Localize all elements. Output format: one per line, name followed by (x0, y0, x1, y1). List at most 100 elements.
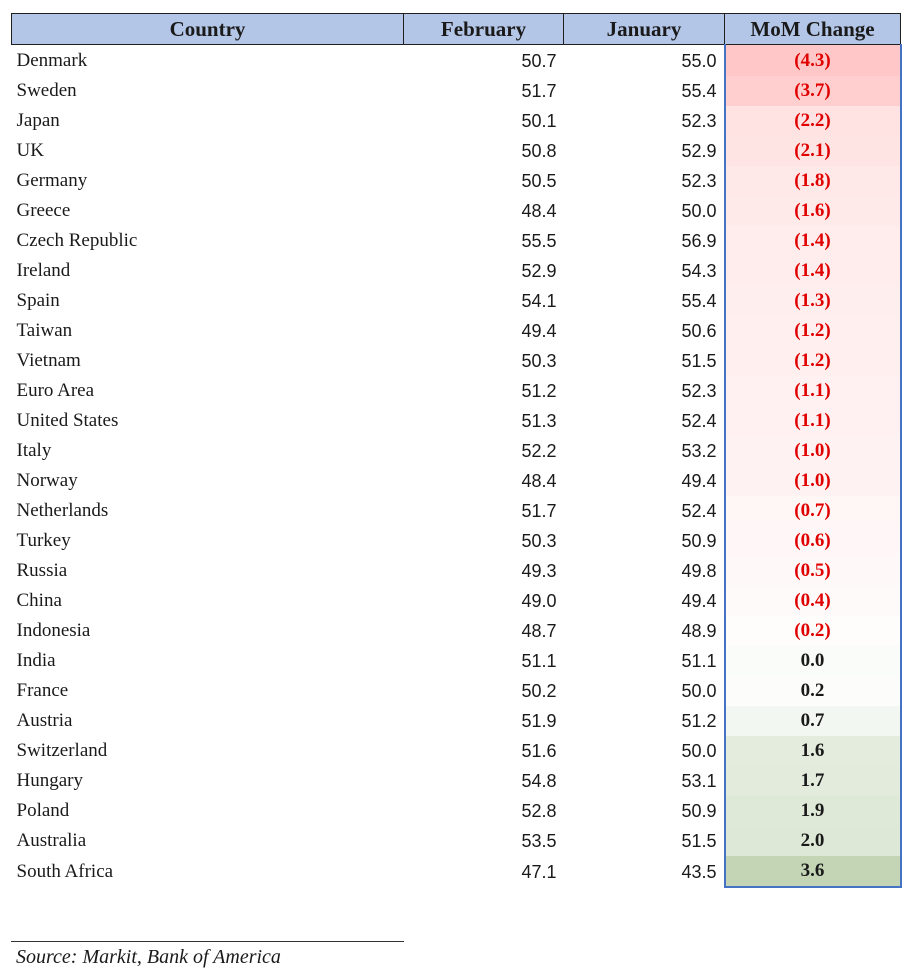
country-cell: Australia (16, 830, 87, 851)
table-row: Sweden 51.7 55.4 (3.7) (12, 76, 902, 106)
country-cell: Vietnam (16, 350, 81, 371)
february-cell: 51.7 (521, 81, 557, 101)
table-row: Czech Republic 55.5 56.9 (1.4) (12, 226, 902, 256)
mom-change-cell: (2.1) (723, 136, 902, 166)
table-row: Poland 52.8 50.9 1.9 (12, 796, 902, 826)
february-cell: 53.5 (521, 831, 557, 851)
january-cell: 52.9 (681, 141, 717, 161)
mom-change-cell: (1.3) (723, 286, 902, 316)
table-row: Norway 48.4 49.4 (1.0) (12, 466, 902, 496)
table-row: United States 51.3 52.4 (1.1) (12, 406, 902, 436)
country-cell: Germany (16, 170, 88, 191)
february-cell: 50.2 (521, 681, 557, 701)
mom-change-cell: (3.7) (723, 76, 902, 106)
table-row: Italy 52.2 53.2 (1.0) (12, 436, 902, 466)
country-cell: United States (16, 410, 119, 431)
country-cell: Italy (16, 440, 52, 461)
country-cell: UK (16, 140, 44, 161)
february-cell: 48.4 (521, 471, 557, 491)
february-cell: 54.1 (521, 291, 557, 311)
february-cell: 47.1 (521, 861, 557, 882)
february-cell: 50.7 (521, 51, 557, 71)
mom-change-cell: (1.4) (723, 256, 902, 286)
january-cell: 51.5 (681, 351, 717, 371)
february-cell: 51.1 (521, 651, 557, 671)
source-divider (11, 941, 404, 942)
table-row: Switzerland 51.6 50.0 1.6 (12, 736, 902, 766)
january-cell: 49.4 (681, 471, 717, 491)
pmi-table: Country February January MoM Change Denm… (11, 13, 902, 888)
february-cell: 52.2 (521, 441, 557, 461)
country-cell: South Africa (16, 860, 114, 882)
february-cell: 50.1 (521, 111, 557, 131)
table-row: Turkey 50.3 50.9 (0.6) (12, 526, 902, 556)
header-mom-change: MoM Change (724, 13, 901, 45)
table-row: Russia 49.3 49.8 (0.5) (12, 556, 902, 586)
february-cell: 49.0 (521, 591, 557, 611)
country-cell: Denmark (16, 50, 88, 71)
mom-change-cell: (1.0) (723, 466, 902, 496)
table-row: Germany 50.5 52.3 (1.8) (12, 166, 902, 196)
mom-change-cell: (1.8) (723, 166, 902, 196)
table-row: Austria 51.9 51.2 0.7 (12, 706, 902, 736)
january-cell: 53.1 (681, 771, 717, 791)
country-cell: India (16, 650, 56, 671)
january-cell: 51.2 (681, 711, 717, 731)
january-cell: 55.4 (681, 291, 717, 311)
mom-change-cell: (0.4) (723, 586, 902, 616)
table-row: UK 50.8 52.9 (2.1) (12, 136, 902, 166)
january-cell: 52.3 (681, 171, 717, 191)
mom-change-cell: (0.7) (723, 496, 902, 526)
table-row: Australia 53.5 51.5 2.0 (12, 826, 902, 856)
mom-change-cell: (1.0) (723, 436, 902, 466)
country-cell: Taiwan (16, 320, 73, 341)
mom-change-cell: 1.7 (723, 766, 902, 796)
february-cell: 48.7 (521, 621, 557, 641)
country-cell: Sweden (16, 80, 77, 101)
mom-change-cell: 2.0 (723, 826, 902, 856)
mom-change-cell: (0.6) (723, 526, 902, 556)
table-row: France 50.2 50.0 0.2 (12, 676, 902, 706)
january-cell: 50.0 (681, 741, 717, 761)
table-row: Netherlands 51.7 52.4 (0.7) (12, 496, 902, 526)
country-cell: Spain (16, 290, 60, 311)
mom-change-cell: (2.2) (723, 106, 902, 136)
february-cell: 50.3 (521, 351, 557, 371)
mom-change-cell: (1.1) (723, 406, 902, 436)
table-row: Spain 54.1 55.4 (1.3) (12, 286, 902, 316)
february-cell: 55.5 (521, 231, 557, 251)
february-cell: 51.2 (521, 381, 557, 401)
table-row: Taiwan 49.4 50.6 (1.2) (12, 316, 902, 346)
mom-change-cell: (0.5) (723, 556, 902, 586)
country-cell: Switzerland (16, 740, 108, 761)
table-body: Denmark 50.7 55.0 (4.3) Sweden 51.7 55.4 (3.7) J… (12, 44, 902, 888)
country-cell: Netherlands (16, 500, 109, 521)
source-note: Source: Markit, Bank of America (16, 946, 281, 968)
february-cell: 50.3 (521, 531, 557, 551)
january-cell: 52.3 (681, 381, 717, 401)
january-cell: 53.2 (681, 441, 717, 461)
january-cell: 50.9 (681, 801, 717, 821)
table-row: China 49.0 49.4 (0.4) (12, 586, 902, 616)
country-cell: France (16, 680, 69, 701)
january-cell: 54.3 (681, 261, 717, 281)
mom-change-cell: (1.4) (723, 226, 902, 256)
february-cell: 54.8 (521, 771, 557, 791)
mom-change-cell: (0.2) (723, 616, 902, 646)
january-cell: 52.4 (681, 501, 717, 521)
header-country: Country (11, 13, 404, 45)
mom-change-cell: 0.7 (723, 706, 902, 736)
country-cell: Hungary (16, 770, 83, 791)
january-cell: 43.5 (681, 861, 717, 882)
mom-change-cell: (1.2) (723, 346, 902, 376)
january-cell: 55.0 (681, 51, 717, 71)
table-row: Vietnam 50.3 51.5 (1.2) (12, 346, 902, 376)
mom-change-cell: 0.2 (723, 676, 902, 706)
february-cell: 51.3 (521, 411, 557, 431)
header-february: February (403, 13, 564, 45)
mom-change-cell: 1.9 (723, 796, 902, 826)
header-row: Country February January MoM Change (11, 13, 901, 45)
january-cell: 50.9 (681, 531, 717, 551)
country-cell: Czech Republic (16, 230, 138, 251)
table-row: Hungary 54.8 53.1 1.7 (12, 766, 902, 796)
